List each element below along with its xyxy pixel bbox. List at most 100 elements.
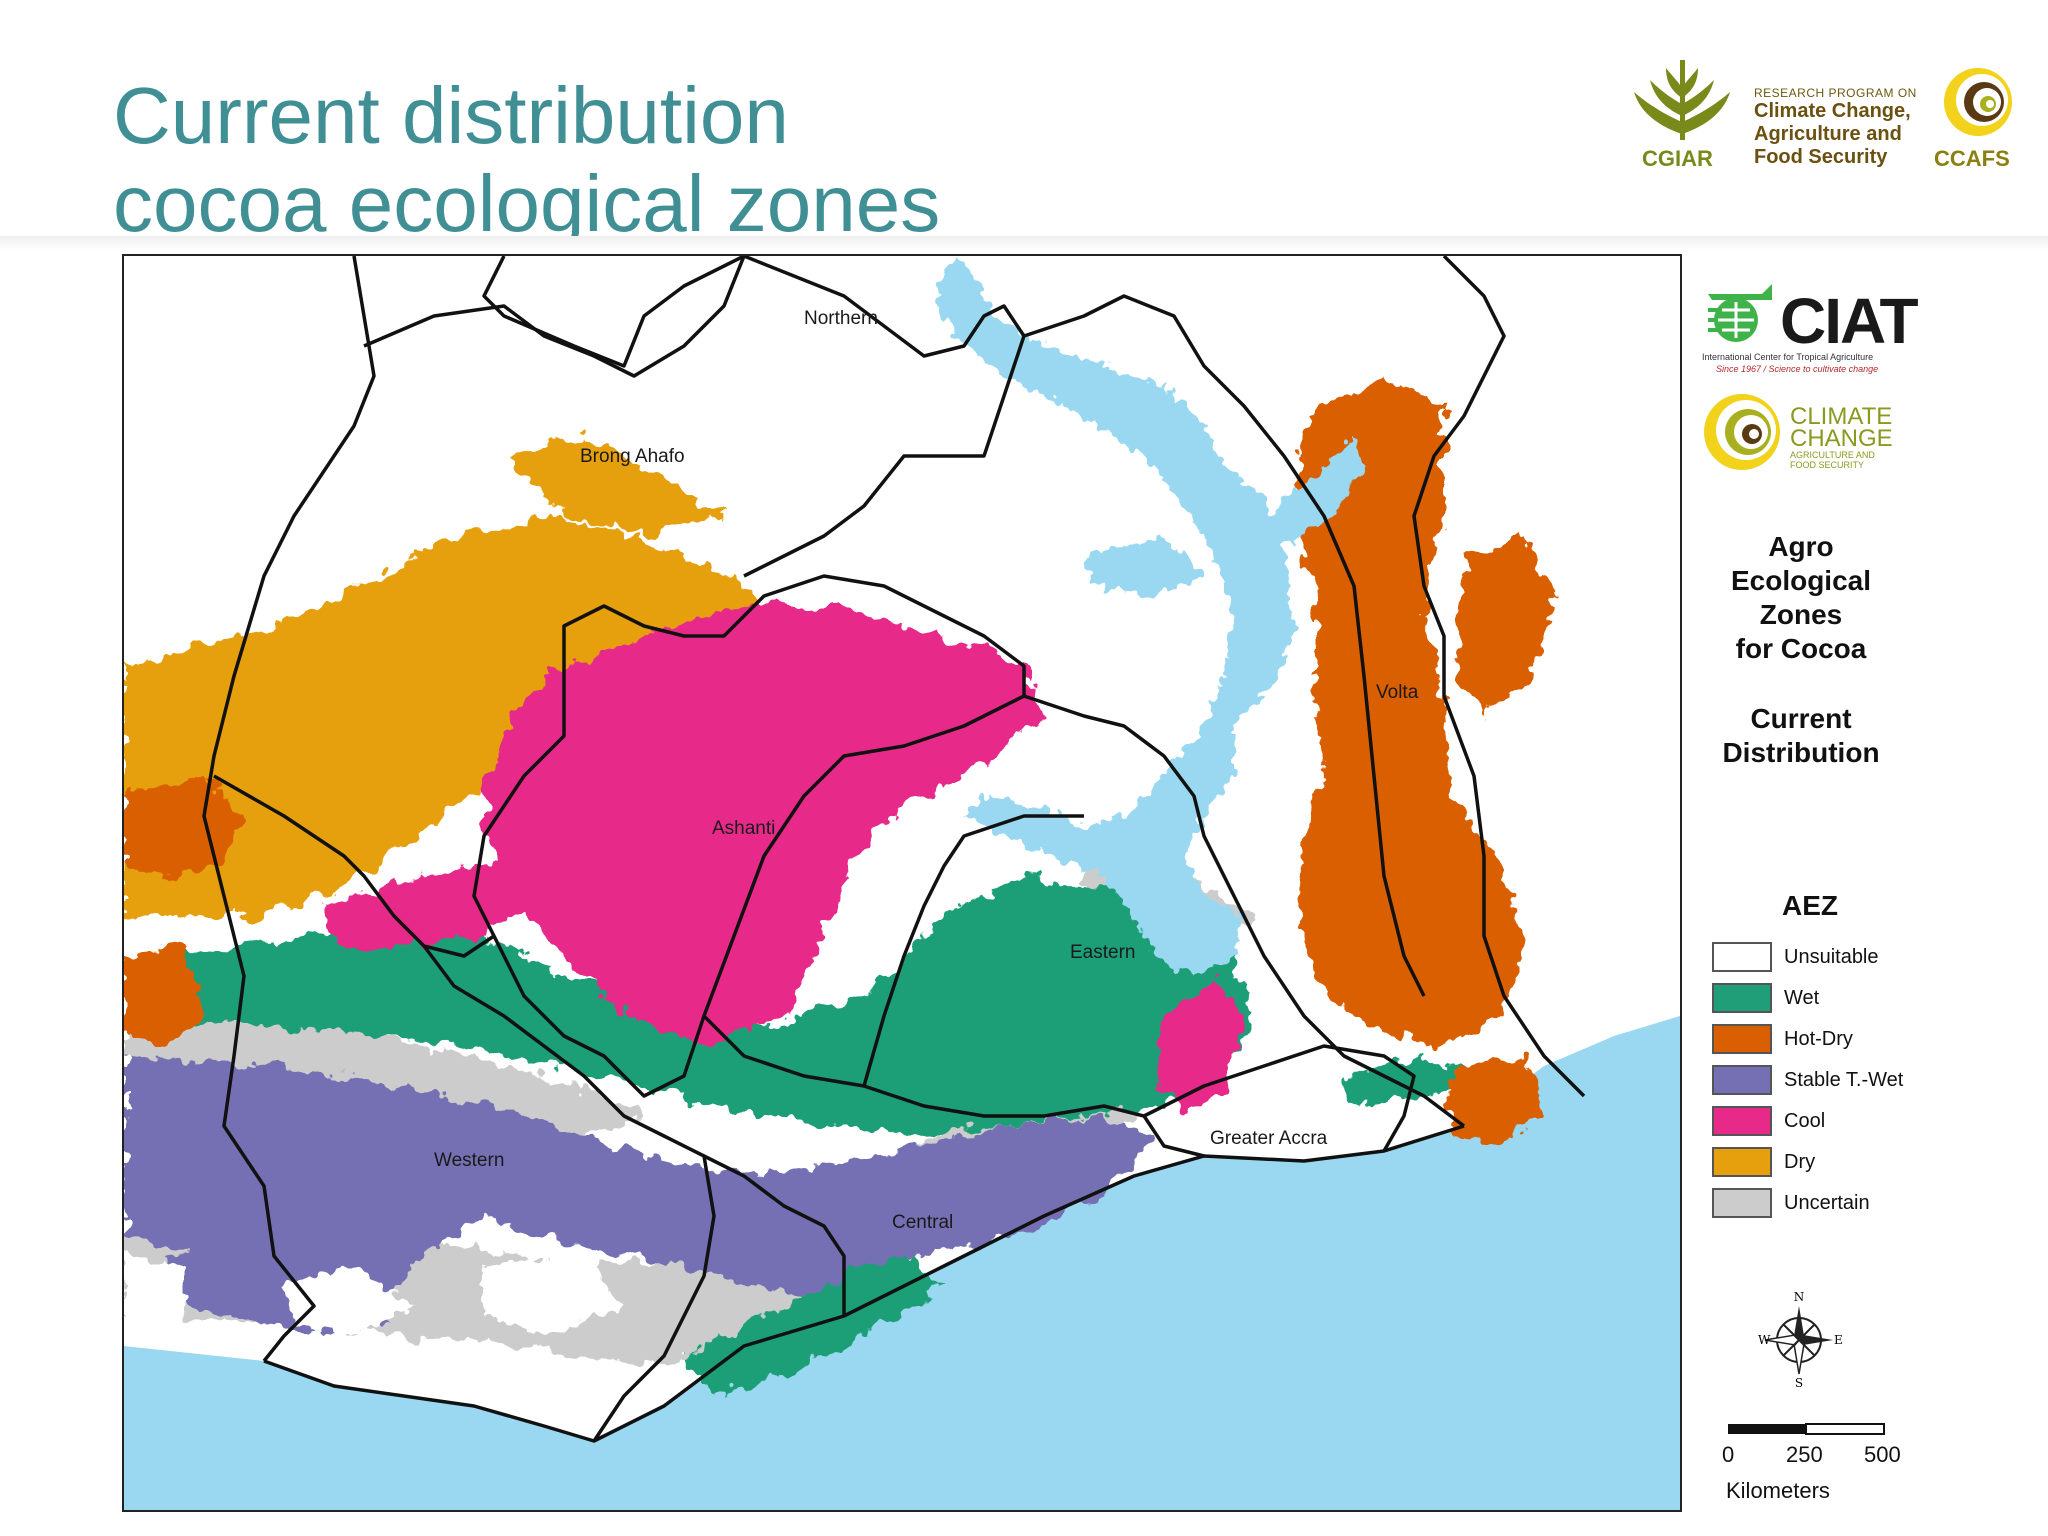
lake-volta-arm <box>1084 536 1204 596</box>
border-greater-accra <box>1143 1044 1416 1152</box>
zone-hot-dry <box>1444 1056 1544 1146</box>
program-line-1: Climate Change, <box>1754 100 1911 122</box>
border-eastern <box>1023 694 1466 1128</box>
ccafs-logo: CCAFS <box>1930 62 2030 172</box>
scale-label-250: 250 <box>1786 1442 1823 1467</box>
legend-label: Wet <box>1784 987 1820 1009</box>
legend-swatch <box>1712 942 1772 972</box>
border-central <box>702 1014 1205 1158</box>
cc-line-4: FOOD SECURITY <box>1790 460 1865 470</box>
border-eastern-south <box>862 814 1084 1087</box>
legend-label: Unsuitable <box>1784 946 1879 968</box>
compass-icon: N S W E <box>1758 1290 1843 1390</box>
ciat-logo: CIAT International Center for Tropical A… <box>1702 280 1922 380</box>
border-volta-east <box>1412 256 1586 1098</box>
legend-label: Uncertain <box>1784 1192 1870 1214</box>
research-program-on: RESEARCH PROGRAM ON <box>1754 86 1917 100</box>
ciat-globe-icon <box>1708 284 1772 342</box>
legend-label: Stable T.-Wet <box>1784 1069 1904 1091</box>
scale-bar: 0 250 500 Kilometers <box>1720 1420 1920 1510</box>
ccafs-label: CCAFS <box>1934 146 2010 171</box>
coastline <box>263 1124 1465 1443</box>
lake-volta-arm <box>1264 436 1364 556</box>
region-label-northern: Northern <box>804 308 878 329</box>
ciat-wordmark: CIAT <box>1780 285 1919 357</box>
legend-subtitle: Current Distribution <box>1690 702 1912 770</box>
border-western-ashanti <box>213 774 495 958</box>
ciat-subtitle: International Center for Tropical Agricu… <box>1702 352 1874 362</box>
region-label-brong-ahafo: Brong Ahafo <box>580 446 685 467</box>
compass-e: E <box>1834 1333 1843 1347</box>
zone-hot-dry <box>124 946 204 1046</box>
border-northern-volta <box>1023 294 1426 997</box>
zone-dry <box>504 436 724 536</box>
climate-change-text: CLIMATE CHANGE AGRICULTURE AND FOOD SECU… <box>1790 403 1893 471</box>
zone-hot-dry <box>1294 376 1524 1046</box>
compass-n: N <box>1794 1290 1805 1304</box>
legend-title-line-4: for Cocoa <box>1735 633 1867 664</box>
region-label-eastern: Eastern <box>1070 942 1136 963</box>
lake-volta <box>934 256 1294 976</box>
compass-rose: N S W E <box>1754 1288 1844 1390</box>
aez-heading: AEZ <box>1782 890 1838 921</box>
zone-unsuitable <box>484 1256 624 1336</box>
region-label-greater-accra: Greater Accra <box>1210 1128 1328 1149</box>
border-brong-ahafo-east <box>482 256 1026 578</box>
legend-label: Cool <box>1784 1110 1826 1132</box>
legend-title-line-2: Ecological <box>1730 565 1872 596</box>
slide-title: Current distribution cocoa ecological zo… <box>113 72 940 248</box>
legend-label: Hot-Dry <box>1784 1028 1853 1050</box>
legend-swatch <box>1712 1106 1772 1136</box>
region-label-central: Central <box>892 1212 954 1233</box>
border-north <box>202 256 376 1363</box>
scale-label-0: 0 <box>1722 1442 1735 1467</box>
slide-title-line-2: cocoa ecological zones <box>113 159 941 248</box>
ghana-cocoa-map: Northern Brong Ahafo Ashanti Volta Easte… <box>122 254 1682 1512</box>
climate-change-swirl-icon <box>1704 394 1780 470</box>
compass-w: W <box>1758 1333 1771 1347</box>
zone-dry <box>124 516 784 916</box>
cc-line-2: CHANGE <box>1790 425 1893 452</box>
legend-subtitle-line-2: Distribution <box>1722 737 1880 768</box>
legend-label: Dry <box>1784 1151 1816 1173</box>
border-western <box>422 944 716 1442</box>
legend-swatch <box>1712 1024 1772 1054</box>
zone-unsuitable <box>124 1256 184 1336</box>
slide-title-line-1: Current distribution <box>113 71 789 160</box>
scale-bar-graphic <box>1728 1423 1885 1435</box>
cc-line-3: AGRICULTURE AND <box>1790 450 1875 460</box>
border-central-west <box>703 1154 846 1316</box>
cc-line-1: CLIMATE <box>1790 403 1893 430</box>
program-line-3: Food Security <box>1754 146 1888 168</box>
cgiar-wheat-icon <box>1634 60 1730 140</box>
legend-panel: CIAT International Center for Tropical A… <box>1690 270 2030 1520</box>
compass-s: S <box>1795 1376 1803 1388</box>
zone-hot-dry <box>1454 536 1554 716</box>
legend-title-line-1: Agro <box>1768 531 1834 562</box>
legend-swatch <box>1712 1188 1772 1218</box>
zone-stable-t-wet <box>124 1056 1154 1316</box>
legend-title: Agro Ecological Zones for Cocoa <box>1690 530 1912 666</box>
zone-uncertain <box>124 1016 644 1136</box>
legend-swatch <box>1712 1065 1772 1095</box>
legend-swatch <box>1712 1147 1772 1177</box>
zone-wet <box>1344 1056 1474 1106</box>
climate-change-logo: CLIMATE CHANGE AGRICULTURE AND FOOD SECU… <box>1702 390 1922 490</box>
zone-cool <box>484 606 1044 1046</box>
border-ashanti <box>472 574 1026 1098</box>
research-program-text: RESEARCH PROGRAM ON Climate Change, Agri… <box>1754 86 1934 169</box>
legend-swatch <box>1712 983 1772 1013</box>
region-label-volta: Volta <box>1376 682 1419 703</box>
legend-title-line-3: Zones <box>1759 599 1843 630</box>
legend-subtitle-line-1: Current <box>1750 703 1852 734</box>
region-label-ashanti: Ashanti <box>712 818 776 839</box>
ccafs-swirl-icon <box>1944 68 2012 136</box>
border-brong-ahafo-north <box>363 256 746 378</box>
map-canvas <box>124 256 1680 1510</box>
ciat-tagline: Since 1967 / Science to cultivate change <box>1716 364 1879 374</box>
region-borders <box>202 256 1586 1443</box>
program-line-2: Agriculture and <box>1754 123 1902 145</box>
header-divider <box>0 236 2048 250</box>
ocean <box>124 1016 1680 1510</box>
zone-unsuitable <box>284 1266 414 1336</box>
